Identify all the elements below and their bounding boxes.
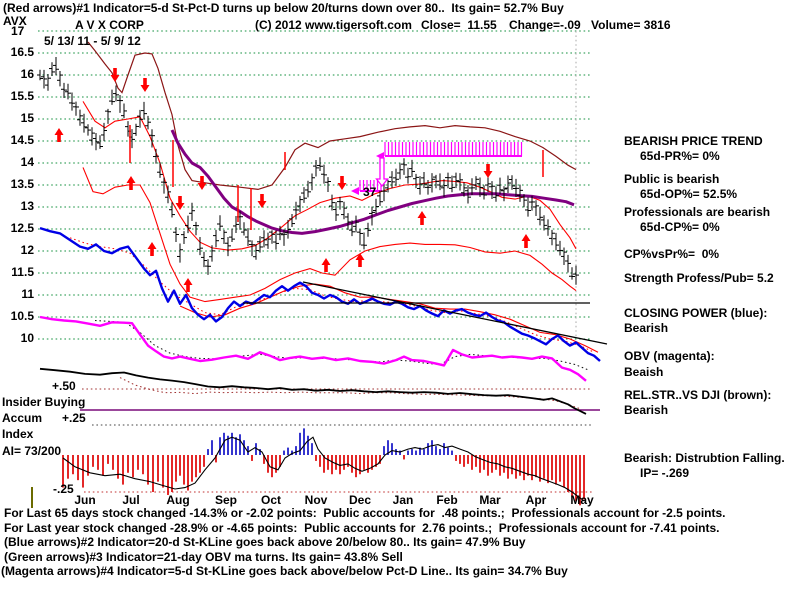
price-axis-label: 10.5 [10, 309, 34, 323]
analysis-line: 65d-OP%= 52.5% [640, 187, 738, 201]
price-axis-label: 12 [20, 243, 34, 257]
obv-line [39, 315, 587, 382]
insider-buying-label: Insider Buying [2, 395, 86, 409]
month-label: Mar [479, 493, 501, 507]
month-label: Aug [166, 493, 190, 507]
price-axis-label: 16.5 [10, 45, 34, 59]
month-label: Nov [304, 493, 328, 507]
accum-index-line [62, 436, 585, 502]
analysis-line: Professionals are bearish [624, 205, 771, 219]
analysis-line: CLOSING POWER (blue): [624, 306, 768, 320]
month-label: Sep [214, 493, 237, 507]
closing-power-ma-line [179, 283, 599, 353]
date-range: 5/ 13/ 11 - 5/ 9/ 12 [44, 34, 141, 48]
trendline [302, 281, 608, 345]
indicator1-signal-text: (Red arrows)#1 Indicator=5-d St-Pct-D tu… [3, 1, 564, 15]
company-name: A V X CORP [75, 18, 144, 32]
accum-label: Accum [2, 411, 43, 425]
lower-band-line [82, 167, 577, 303]
red-down-arrow-icon [483, 164, 493, 178]
analysis-line: IP= -.269 [640, 466, 690, 480]
ai-scale-plus25: +.25 [62, 411, 86, 425]
price-axis-label: 13 [20, 199, 34, 213]
close-value: Close= 11.55 [421, 18, 497, 32]
analysis-line: REL.STR..VS DJI (brown): [624, 388, 772, 402]
signal-37-label: 37 [363, 185, 377, 199]
price-axis-label: 11.5 [11, 265, 34, 279]
magenta-down-arrow-icon [375, 157, 389, 188]
ai-value-label: AI= 73/200 [2, 444, 62, 458]
analysis-line: 65d-PR%= 0% [640, 149, 720, 163]
price-axis-label: 10 [20, 331, 34, 345]
red-down-arrow-icon [175, 196, 185, 210]
analysis-line: OBV (magenta): [624, 349, 715, 363]
price-axis-label: 16 [20, 67, 34, 81]
month-label: Jul [122, 493, 140, 507]
red-up-arrow-icon [126, 176, 136, 190]
red-down-arrow-icon [140, 78, 150, 92]
ticker-symbol: AVX [3, 14, 27, 28]
red-up-arrow-icon [521, 234, 531, 248]
red-up-arrow-icon [54, 128, 64, 142]
price-axis-label: 12.5 [10, 221, 34, 235]
price-axis-label: 11 [21, 287, 34, 301]
magenta-left-arrow-icon [351, 187, 359, 195]
analysis-line: CP%vsPr%= 0% [624, 247, 720, 261]
change-value: Change=-.09 [509, 18, 581, 32]
analysis-line: Public is bearish [624, 172, 720, 186]
red-down-arrow-icon [337, 176, 347, 190]
price-axis-label: 14 [20, 155, 34, 169]
closing-power-line [39, 226, 601, 362]
price-axis-label: 15 [20, 111, 34, 125]
footer-line: (Green arrows)#3 Indicator=21-day OBV ma… [4, 549, 403, 564]
red-up-arrow-icon [321, 258, 331, 272]
red-down-arrow-icon [110, 68, 120, 82]
red-up-arrow-icon [417, 211, 427, 225]
analysis-line: Strength Profess/Pub= 5.2 [624, 271, 774, 285]
ai-scale-minus25: -.25 [53, 482, 74, 496]
month-label: Feb [436, 493, 458, 507]
price-axis-label: 13.5 [10, 177, 34, 191]
footer-line: (Magenta arrows)#4 Indicator=5-d St-KLin… [1, 564, 568, 579]
month-label: Oct [260, 493, 281, 507]
analysis-line: Beaish [624, 365, 664, 379]
footer-line: For Last 65 days stock changed -14.3% or… [4, 506, 726, 520]
footer-line: For Last year stock changed -28.9% or -4… [4, 520, 720, 535]
purple-ma-line [170, 129, 575, 235]
rel-strength-line [39, 367, 587, 415]
analysis-line: Bearish: Distrubtion Falling. [624, 451, 785, 465]
obv-dotted-line [94, 320, 589, 371]
rs-scale-plus50: +.50 [52, 379, 76, 393]
footer-line: (Blue arrows)#2 Indicator=20-d St-KLine … [4, 535, 526, 550]
rel-strength-dotted-line [119, 377, 581, 410]
analysis-line: 65d-CP%= 0% [640, 220, 720, 234]
volume-value: Volume= 3816 [591, 18, 671, 32]
red-up-arrow-icon [147, 242, 157, 256]
red-up-arrow-icon [183, 278, 193, 292]
month-label: Apr [525, 493, 547, 507]
month-label: Jan [392, 493, 414, 507]
month-label: Jun [74, 493, 96, 507]
copyright-text: (C) 2012 www.tigersoft.com [255, 18, 412, 32]
y-axis-top-label: 17 [11, 24, 25, 38]
price-axis-label: 14.5 [10, 133, 34, 147]
analysis-line: BEARISH PRICE TREND [624, 134, 763, 148]
red-up-arrow-icon [355, 253, 365, 267]
month-label: May [570, 493, 594, 507]
month-label: Dec [348, 493, 371, 507]
analysis-line: Bearish [624, 321, 669, 335]
red-down-arrow-icon [257, 194, 267, 208]
price-axis-label: 15.5 [10, 89, 34, 103]
index-label: Index [2, 427, 34, 441]
red-down-arrow-icon [197, 176, 207, 190]
analysis-line: Bearish [624, 403, 669, 417]
